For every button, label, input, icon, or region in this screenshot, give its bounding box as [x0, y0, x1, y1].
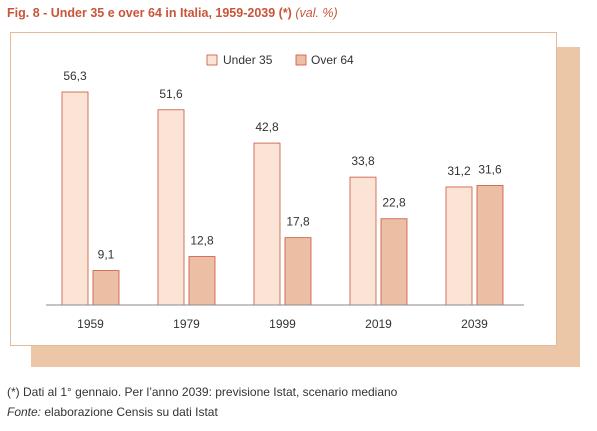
- footnote: (*) Dati al 1° gennaio. Per l’anno 2039:…: [7, 385, 398, 399]
- source-text: elaborazione Censis su dati Istat: [44, 405, 218, 419]
- data-label-under35-2039: 31,2: [447, 164, 471, 178]
- x-tick-2039: 2039: [461, 317, 488, 331]
- x-tick-1999: 1999: [269, 317, 296, 331]
- figure-title: Fig. 8 - Under 35 e over 64 in Italia, 1…: [7, 6, 338, 20]
- source-note: Fonte: elaborazione Censis su dati Istat: [7, 405, 218, 419]
- data-label-over64-1959: 9,1: [98, 248, 115, 262]
- bar-over64-2039: [476, 185, 504, 306]
- data-label-under35-1959: 56,3: [63, 69, 87, 83]
- data-label-under35-2019: 33,8: [351, 154, 375, 168]
- chart-legend: Under 35 Over 64: [206, 53, 354, 67]
- data-label-over64-2019: 22,8: [382, 196, 406, 210]
- figure-title-main: Fig. 8 - Under 35 e over 64 in Italia, 1…: [7, 6, 292, 20]
- legend-swatch-over64: [295, 54, 307, 66]
- x-tick-1959: 1959: [77, 317, 104, 331]
- bar-under35-2019: [349, 176, 377, 306]
- bar-over64-1959: [92, 270, 120, 306]
- source-label: Fonte:: [7, 405, 42, 419]
- bar-under35-1999: [253, 142, 281, 306]
- bar-under35-2039: [445, 186, 473, 306]
- bar-under35-1979: [157, 109, 185, 306]
- x-tick-1979: 1979: [173, 317, 200, 331]
- legend-swatch-under35: [206, 54, 218, 66]
- x-tick-labels: 1959 1979 1999 2019 2039: [77, 317, 488, 331]
- data-label-over64-1999: 17,8: [286, 215, 310, 229]
- bars-layer: 56,3 9,1 51,6 12,8 42,8 17,8 33,8 22,8 31,2 31,6: [61, 69, 504, 306]
- data-label-under35-1979: 51,6: [159, 87, 183, 101]
- data-label-over64-1979: 12,8: [190, 234, 214, 248]
- x-tick-2019: 2019: [365, 317, 392, 331]
- figure-title-unit: (val. %): [295, 6, 338, 20]
- data-label-over64-2039: 31,6: [478, 162, 502, 176]
- bar-under35-1959: [61, 91, 89, 306]
- bar-over64-1999: [284, 237, 312, 306]
- legend-label-under35: Under 35: [223, 53, 273, 67]
- data-label-under35-1999: 42,8: [255, 120, 279, 134]
- legend-label-over64: Over 64: [311, 53, 354, 67]
- bar-over64-1979: [188, 256, 216, 306]
- bar-over64-2019: [380, 218, 408, 306]
